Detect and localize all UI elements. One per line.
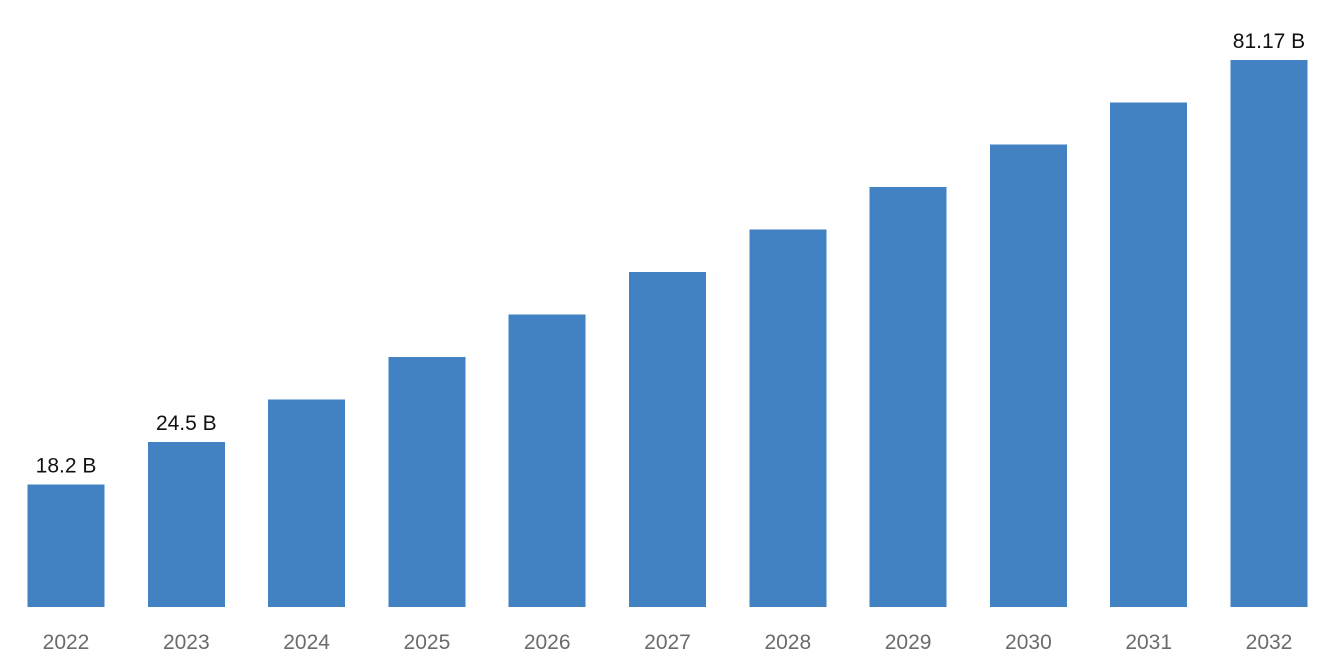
bar-2029 [869, 187, 947, 607]
bar-2031 [1110, 102, 1188, 608]
data-label-2022: 18.2 B [36, 454, 97, 477]
bar-2032 [1230, 60, 1308, 607]
x-tick-label-2032: 2032 [1246, 631, 1293, 654]
bar-2027 [629, 272, 706, 607]
x-tick-label-2030: 2030 [1005, 631, 1052, 654]
x-tick-label-2022: 2022 [43, 631, 90, 654]
data-label-2023: 24.5 B [156, 412, 217, 435]
bars-group [27, 60, 1308, 608]
x-tick-label-2026: 2026 [524, 631, 571, 654]
bar-2030 [989, 144, 1067, 607]
x-axis-tick-labels: 2022 2023 2024 2025 2026 2027 2028 2029 2030 2031… [43, 631, 1293, 654]
bar-2025 [388, 357, 466, 607]
data-label-2032: 81.17 B [1233, 30, 1305, 53]
bar-2023 [147, 441, 225, 607]
x-tick-label-2023: 2023 [163, 631, 210, 654]
bar-2026 [508, 314, 586, 607]
bar-2024 [268, 399, 346, 607]
x-tick-label-2024: 2024 [283, 631, 330, 654]
x-tick-label-2028: 2028 [764, 631, 811, 654]
x-tick-label-2025: 2025 [404, 631, 451, 654]
x-tick-label-2027: 2027 [644, 631, 691, 654]
value-labels-group: 18.2 B 24.5 B 81.17 B [36, 30, 1306, 477]
x-tick-label-2029: 2029 [885, 631, 932, 654]
bar-2028 [749, 229, 827, 607]
x-tick-label-2031: 2031 [1125, 631, 1172, 654]
bar-2022 [27, 484, 105, 607]
